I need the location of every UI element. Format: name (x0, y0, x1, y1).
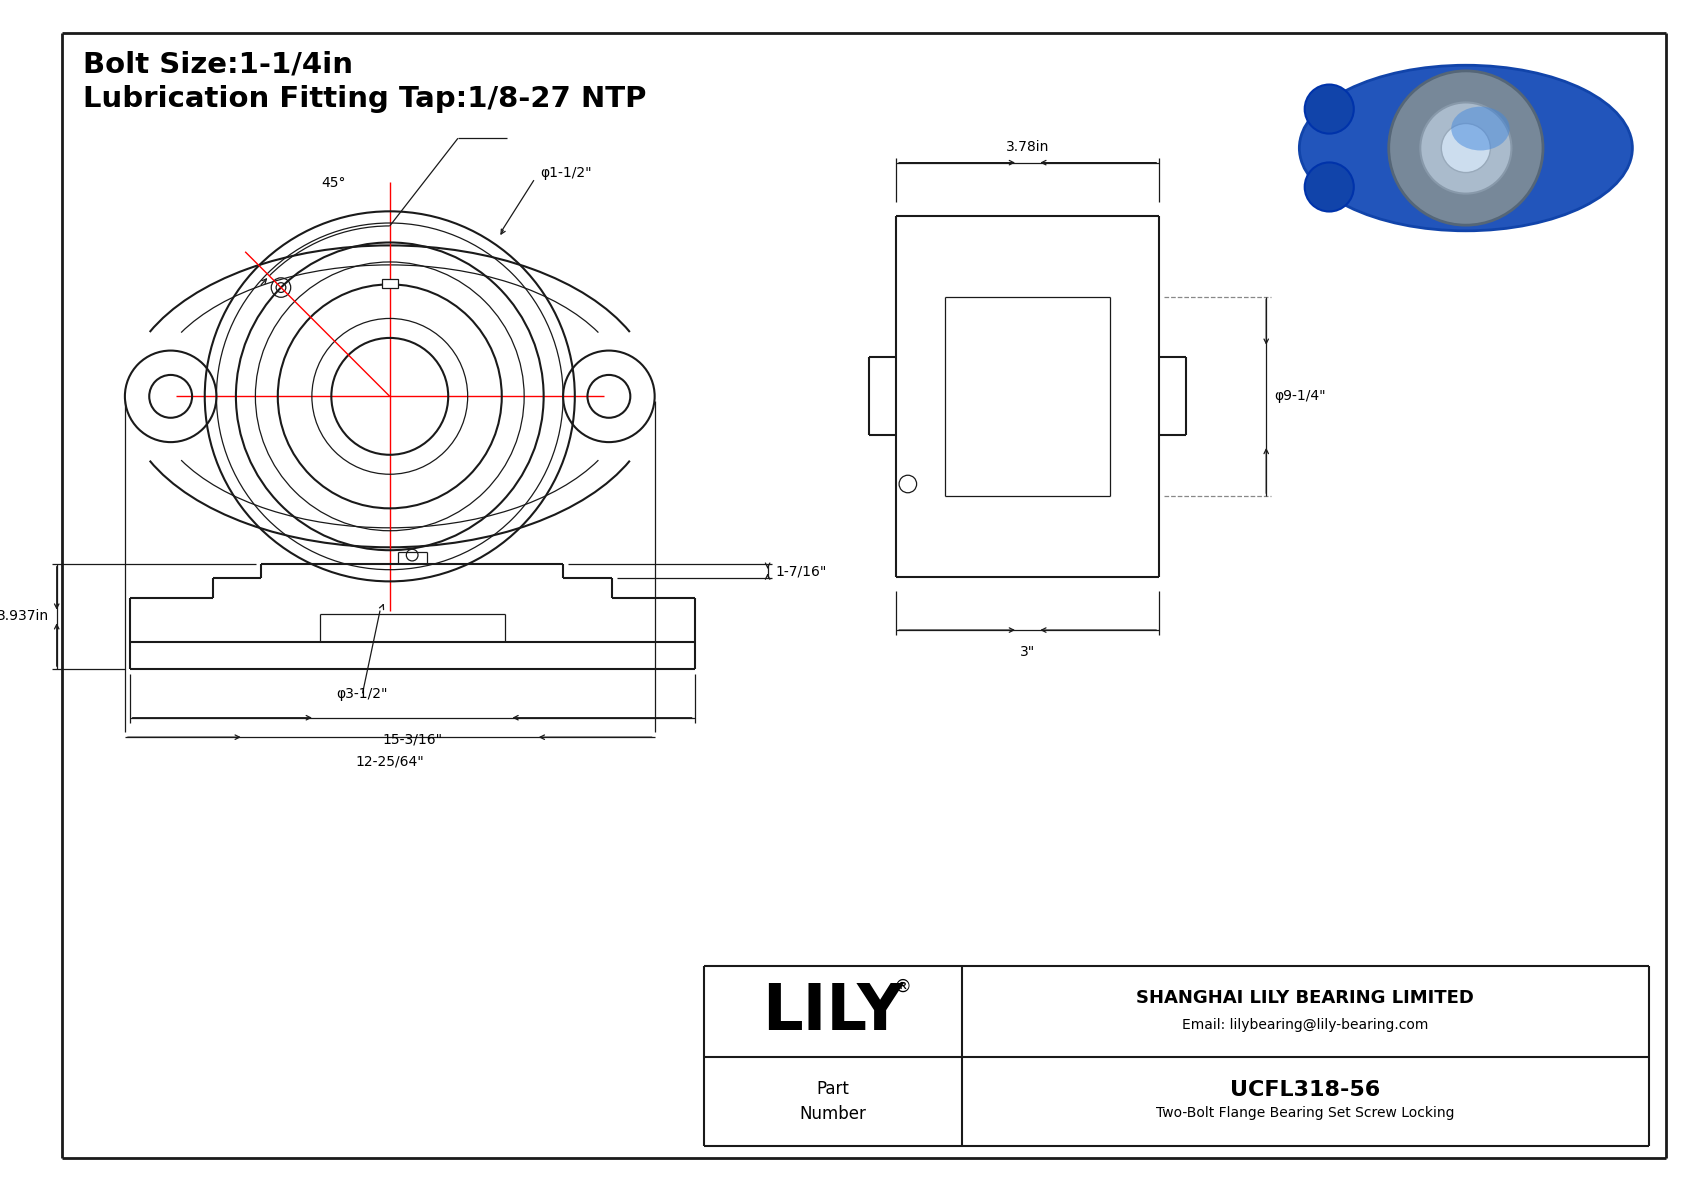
Text: 1-7/16": 1-7/16" (775, 565, 827, 578)
Text: ®: ® (894, 978, 913, 996)
Text: 15-3/16": 15-3/16" (382, 732, 443, 747)
Circle shape (1305, 162, 1354, 212)
Text: 3": 3" (1021, 644, 1036, 659)
Text: φ9-1/4": φ9-1/4" (1275, 389, 1325, 404)
Text: φ1-1/2": φ1-1/2" (541, 167, 593, 180)
Text: 45°: 45° (322, 176, 345, 191)
Circle shape (1305, 85, 1354, 133)
Text: Two-Bolt Flange Bearing Set Screw Locking: Two-Bolt Flange Bearing Set Screw Lockin… (1155, 1106, 1455, 1120)
Text: φ3-1/2": φ3-1/2" (337, 687, 387, 701)
Text: Part
Number: Part Number (800, 1080, 866, 1123)
Circle shape (1420, 102, 1512, 194)
Bar (382, 279, 397, 288)
Text: Email: lilybearing@lily-bearing.com: Email: lilybearing@lily-bearing.com (1182, 1018, 1428, 1033)
Text: Lubrication Fitting Tap:1/8-27 NTP: Lubrication Fitting Tap:1/8-27 NTP (83, 85, 647, 113)
Text: Bolt Size:1-1/4in: Bolt Size:1-1/4in (83, 51, 354, 79)
Text: 12-25/64": 12-25/64" (355, 755, 424, 768)
Text: UCFL318-56: UCFL318-56 (1229, 1080, 1381, 1099)
Text: SHANGHAI LILY BEARING LIMITED: SHANGHAI LILY BEARING LIMITED (1137, 990, 1474, 1008)
Text: 3.937in: 3.937in (0, 610, 49, 623)
Ellipse shape (1452, 107, 1509, 150)
Text: 3.78in: 3.78in (1005, 141, 1049, 154)
Circle shape (1389, 71, 1543, 225)
Ellipse shape (1300, 66, 1632, 231)
Text: LILY: LILY (763, 981, 904, 1043)
Circle shape (1442, 124, 1490, 173)
